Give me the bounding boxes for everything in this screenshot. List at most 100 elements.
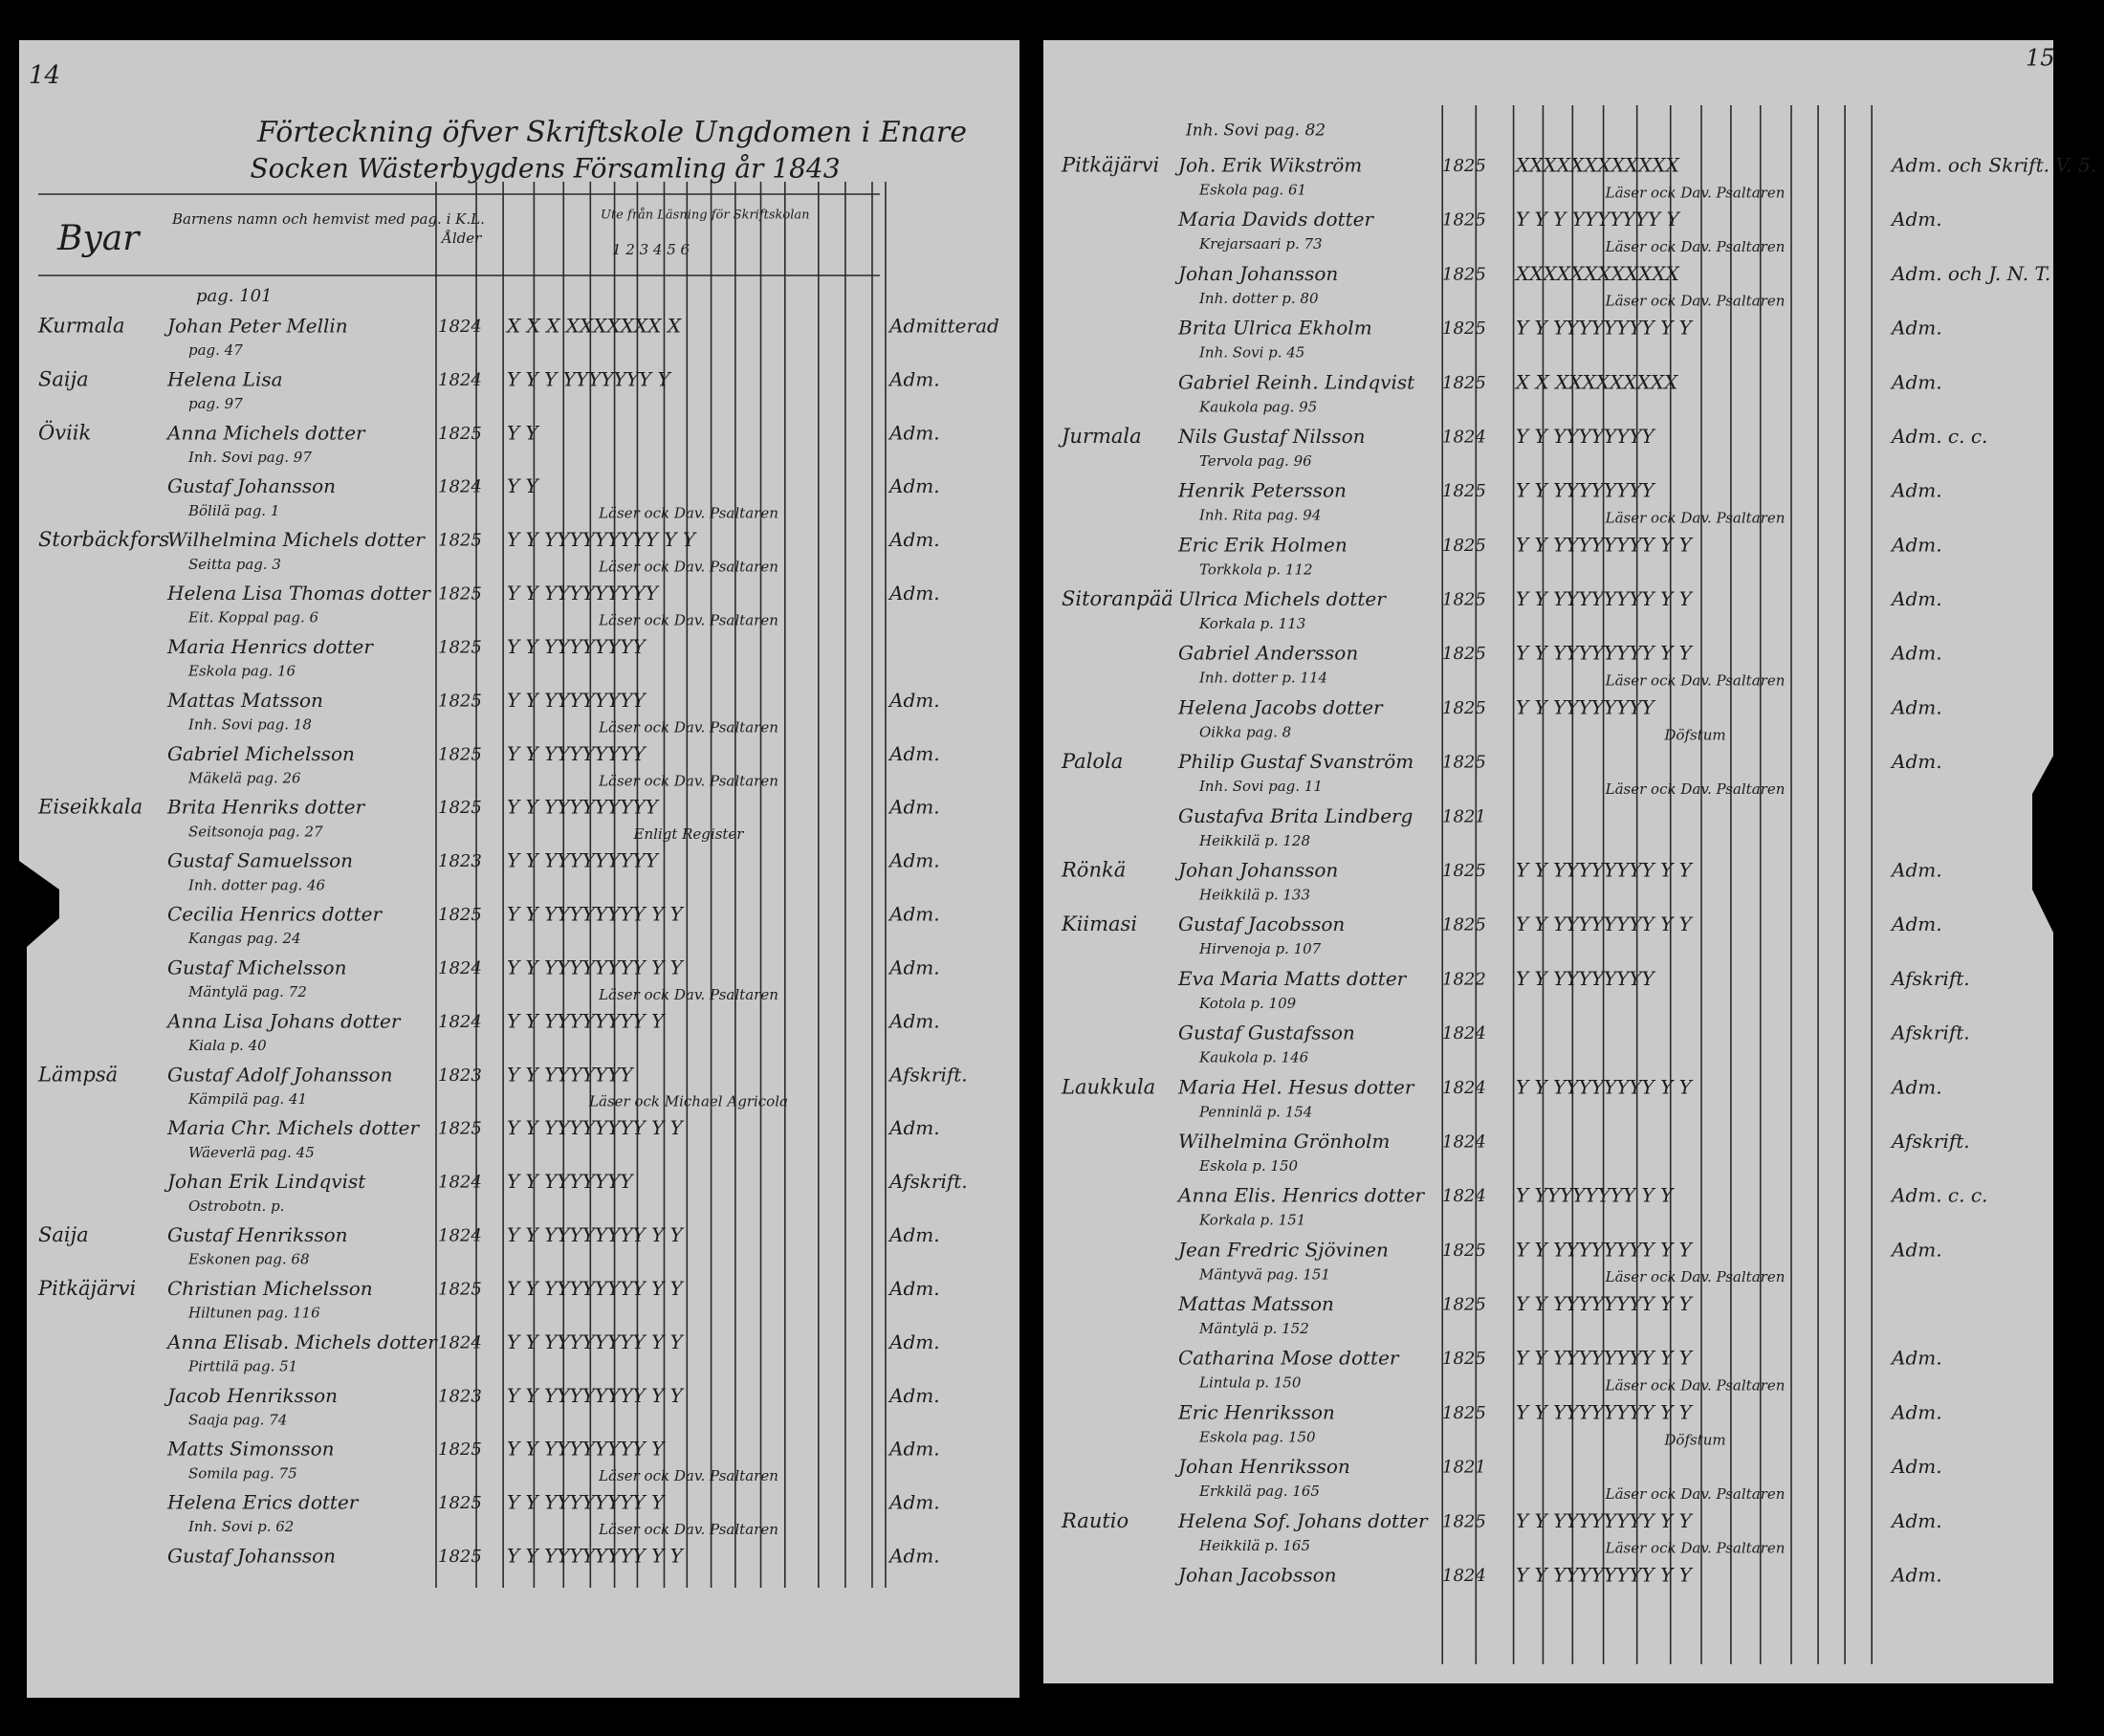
reading-marks: Y Y YYYYYYYY Y Y	[507, 903, 685, 926]
row-ref: Seitsonoja pag. 27	[188, 823, 323, 840]
birth-year: 1825	[1442, 698, 1486, 718]
village: Laukkula	[1061, 1075, 1155, 1098]
row-ref: Hirvenoja p. 107	[1198, 940, 1322, 957]
birth-year: 1825	[1442, 590, 1486, 610]
reading-marks: Y Y YYYYYYYYY	[507, 582, 660, 604]
status: Afskrift.	[888, 1063, 968, 1086]
reading-marks: Y Y YYYYYYYY Y Y	[1516, 533, 1694, 556]
birth-year: 1825	[1442, 373, 1486, 393]
child-name: Johan Jacobsson	[1174, 1564, 1337, 1587]
child-name: Johan Johansson	[1174, 859, 1338, 882]
column-header: Ålder	[440, 230, 482, 247]
status: Adm.	[1890, 317, 1942, 340]
birth-year: 1825	[1442, 156, 1486, 176]
child-name: Anna Elis. Henrics dotter	[1176, 1184, 1426, 1207]
row-note: Läser ock Dav. Psaltaren	[1605, 672, 1786, 690]
child-name: Cecilia Henrics dotter	[167, 903, 384, 926]
row-ref: Eskonen pag. 68	[187, 1251, 310, 1268]
reading-marks: Y Y YYYYYYYY Y Y	[507, 1223, 685, 1246]
status: Adm.	[888, 1438, 940, 1461]
birth-year: 1824	[1442, 427, 1486, 447]
birth-year: 1825	[438, 637, 482, 657]
birth-year: 1825	[438, 1547, 482, 1567]
status: Adm.	[888, 1223, 940, 1246]
row-ref: Oikka pag. 8	[1199, 723, 1291, 740]
child-name: Gustaf Johansson	[167, 1545, 336, 1568]
birth-year: 1825	[438, 744, 482, 764]
village: Pitkäjärvi	[37, 1277, 136, 1300]
reading-marks: Y Y	[507, 421, 540, 444]
column-header: Byar	[56, 219, 141, 258]
reading-marks: Y Y YYYYYYYY	[507, 635, 647, 658]
row-ref: Inh. Sovi pag. 18	[187, 716, 312, 734]
birth-year: 1824	[438, 1332, 482, 1352]
row-ref: Pirttilä pag. 51	[187, 1358, 297, 1375]
row-ref: Mäntylä pag. 72	[187, 983, 307, 1000]
child-name: Gustaf Adolf Johansson	[167, 1063, 392, 1086]
row-ref: Tervola pag. 96	[1199, 452, 1312, 470]
birth-year: 1825	[1442, 1403, 1486, 1423]
child-name: Eric Erik Holmen	[1177, 533, 1348, 556]
row-note: Läser ock Dav. Psaltaren	[598, 505, 778, 522]
row-ref: Heikkilä p. 165	[1198, 1537, 1310, 1554]
birth-year: 1825	[438, 531, 482, 551]
right-sheet	[1043, 40, 2053, 1683]
child-name: Mattas Matsson	[166, 689, 323, 712]
status: Adm.	[888, 367, 940, 390]
reading-marks: Y Y YYYYYYYY Y	[507, 1009, 666, 1032]
reading-marks: Y Y YYYYYYYY Y Y	[1516, 317, 1694, 340]
child-name: Johan Erik Lindqvist	[164, 1170, 366, 1193]
row-ref: Saaja pag. 74	[188, 1411, 287, 1428]
birth-year: 1823	[438, 1066, 482, 1086]
child-name: Henrik Petersson	[1177, 479, 1347, 502]
child-name: Johan Henriksson	[1174, 1455, 1350, 1478]
status: Adm. c. c.	[1890, 425, 1987, 448]
row-ref: Inh. Sovi p. 45	[1198, 344, 1304, 362]
row-ref: Erkkilä pag. 165	[1198, 1483, 1320, 1500]
reading-marks: Y Y YYYYYYYY Y Y	[1516, 1075, 1694, 1098]
birth-year: 1825	[1442, 1511, 1486, 1531]
status: Adm.	[1890, 750, 1942, 773]
birth-year: 1824	[1442, 1132, 1486, 1152]
status: Afskrift.	[1890, 967, 1970, 990]
title-line: Förteckning öfver Skriftskole Ungdomen i…	[256, 116, 967, 149]
row-note: Läser ock Dav. Psaltaren	[598, 612, 778, 629]
child-name: Helena Lisa	[166, 367, 283, 390]
row-ref: Korkala p. 151	[1198, 1212, 1305, 1229]
birth-year: 1825	[1442, 1241, 1486, 1261]
status: Adm.	[888, 796, 940, 819]
child-name: Johan Peter Mellin	[164, 315, 348, 338]
status: Adm.	[1890, 1347, 1942, 1370]
row-note: Läser ock Dav. Psaltaren	[598, 1521, 778, 1538]
status: Adm.	[888, 582, 940, 604]
reading-marks: Y Y YYYYYYYYY	[507, 849, 660, 872]
reading-marks: Y Y Y YYYYYYY Y	[507, 367, 671, 390]
child-name: Johan Johansson	[1174, 262, 1338, 285]
birth-year: 1825	[1442, 644, 1486, 664]
child-name: Jean Fredric Sjövinen	[1174, 1238, 1389, 1261]
reading-marks: Y Y YYYYYYYY	[1516, 967, 1656, 990]
row-ref: Wäeverlä pag. 45	[188, 1144, 315, 1161]
status: Adm.	[1890, 533, 1942, 556]
row-note: Läser ock Dav. Psaltaren	[598, 986, 778, 1003]
birth-year: 1824	[1442, 1023, 1486, 1044]
reading-marks: Y Y YYYYYYYY Y Y	[1516, 642, 1694, 665]
row-note: Läser ock Dav. Psaltaren	[598, 1467, 778, 1484]
village: Kurmala	[37, 315, 124, 338]
birth-year: 1825	[1442, 1349, 1486, 1369]
row-ref: Eskola pag. 150	[1198, 1428, 1316, 1445]
birth-year: 1825	[1442, 753, 1486, 773]
child-name: Brita Ulrica Ekholm	[1177, 317, 1372, 340]
village: Rautio	[1061, 1509, 1129, 1532]
birth-year: 1825	[438, 1279, 482, 1299]
child-name: Eva Maria Matts dotter	[1177, 967, 1408, 990]
row-ref: Mäkelä pag. 26	[187, 769, 301, 786]
child-name: Helena Lisa Thomas dotter	[166, 582, 431, 604]
status: Adm.	[888, 1545, 940, 1568]
child-name: Joh. Erik Wikström	[1174, 154, 1362, 177]
child-name: Brita Henriks dotter	[166, 796, 366, 819]
child-name: Philip Gustaf Svanström	[1177, 750, 1414, 773]
page-number: 14	[29, 61, 60, 90]
child-name: Helena Jacobs dotter	[1177, 695, 1384, 718]
